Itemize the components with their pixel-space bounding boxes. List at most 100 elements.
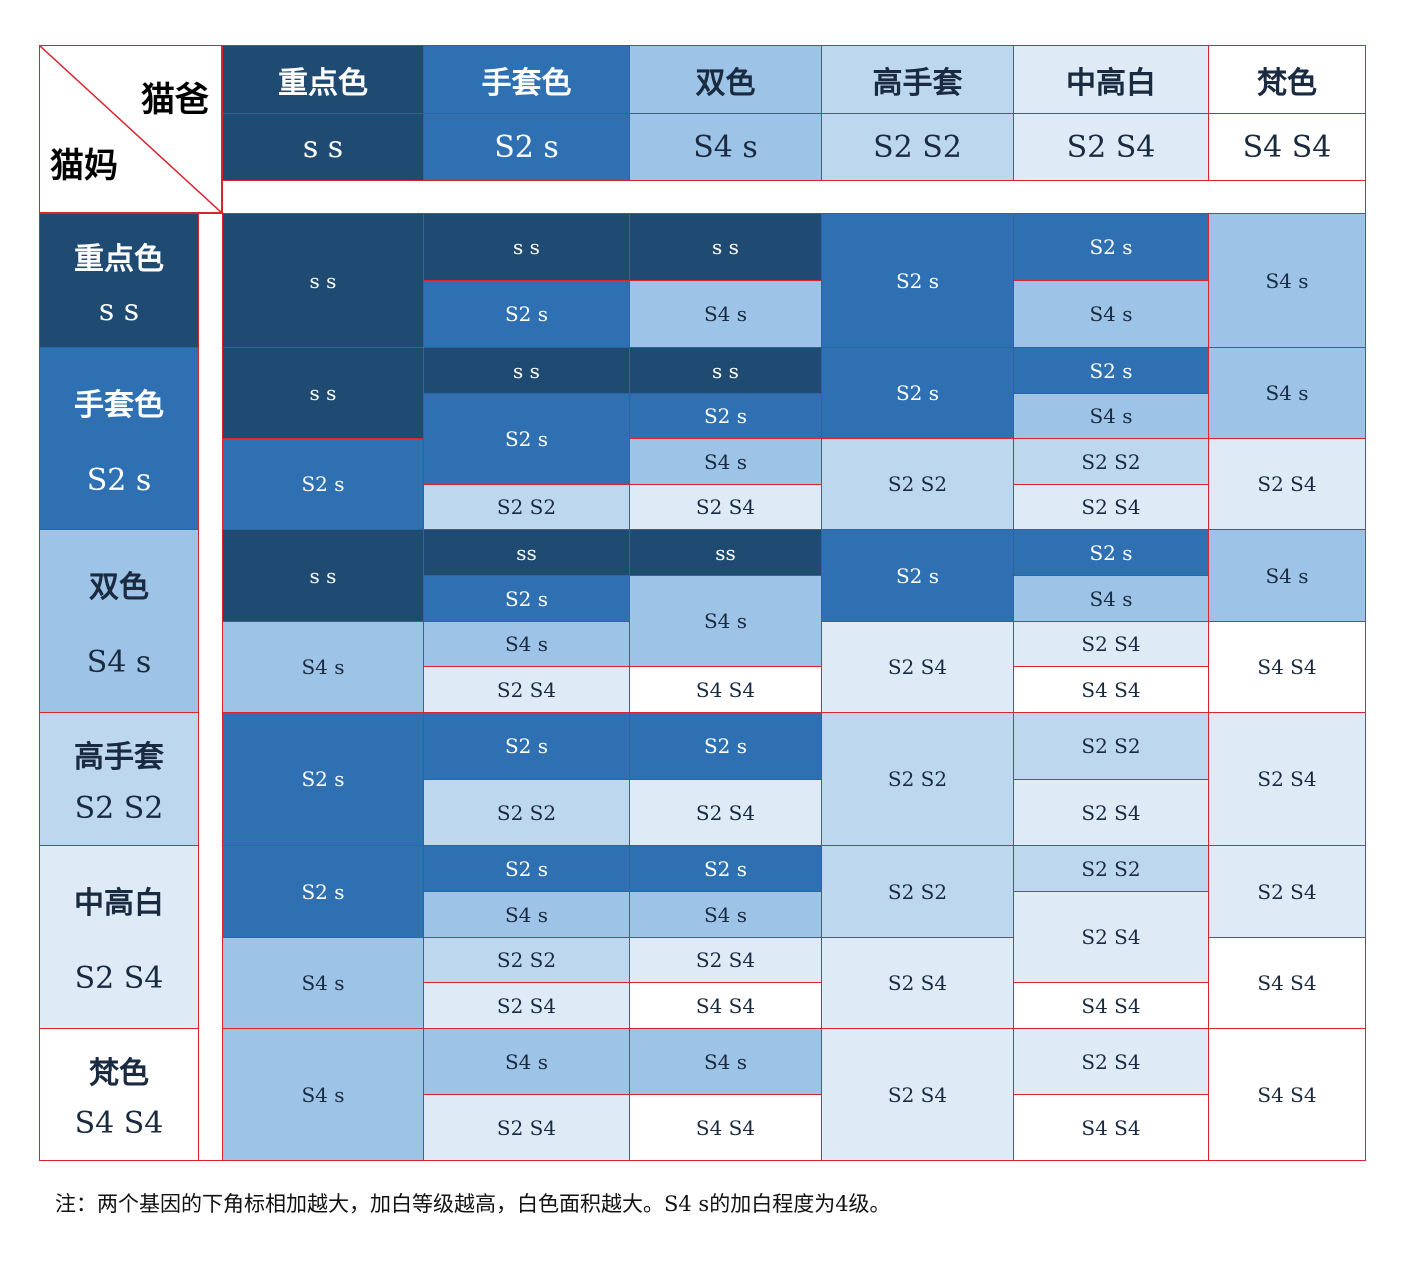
offspring-genotype: s s [309, 381, 337, 405]
mom-row-name: 双色 [89, 569, 149, 605]
mom-row-genotype: S2 s [86, 462, 152, 498]
offspring-genotype: S2 S4 [1257, 879, 1317, 904]
offspring-genotype: S2 S2 [1081, 856, 1141, 881]
offspring-cell: S4 S4 [629, 1094, 822, 1161]
offspring-cell: S4 s [1013, 575, 1209, 622]
offspring-genotype: S2 S4 [695, 948, 756, 972]
offspring-cell: ss [423, 529, 630, 576]
offspring-genotype: ss [715, 540, 736, 565]
offspring-cell: S2 S2 [423, 779, 630, 846]
offspring-cell: S2 S4 [1208, 438, 1366, 530]
offspring-genotype: S4 s [1089, 586, 1133, 611]
offspring-cell: S2 S4 [821, 1028, 1014, 1161]
offspring-cell: S2 S4 [1208, 712, 1366, 846]
dad-column-genotype: S2 s [423, 113, 630, 181]
offspring-cell: S2 S2 [423, 484, 630, 530]
offspring-cell: S2 s [1013, 529, 1209, 576]
offspring-genotype: S4 S4 [695, 993, 756, 1018]
offspring-genotype: S4 s [1265, 381, 1309, 405]
offspring-genotype: S2 S2 [1081, 449, 1141, 474]
offspring-genotype: S2 S2 [1081, 734, 1141, 758]
mom-row-header: 梵色 S4 S4 [39, 1028, 199, 1161]
offspring-genotype: S4 s [301, 1082, 345, 1107]
dad-column-genotype: S2 S4 [1013, 113, 1209, 181]
offspring-genotype: s s [712, 358, 739, 383]
offspring-genotype: S2 S4 [1081, 632, 1141, 656]
offspring-cell: s s [629, 347, 822, 394]
offspring-cell: S4 s [629, 891, 822, 938]
offspring-cell: S4 s [222, 937, 424, 1029]
offspring-cell: S2 s [222, 712, 424, 846]
offspring-genotype: S2 s [703, 734, 748, 758]
offspring-genotype: S4 S4 [1257, 1082, 1317, 1107]
mom-row-header: 重点色 s s [39, 213, 199, 348]
offspring-genotype: S2 S4 [1081, 1049, 1141, 1074]
offspring-cell: S4 S4 [1013, 666, 1209, 713]
mom-row-name: 梵色 [89, 1056, 149, 1091]
offspring-genotype: S2 S4 [887, 1082, 948, 1107]
offspring-genotype: S2 s [1089, 540, 1133, 565]
dad-column-genotype-text: S2 S2 [873, 129, 962, 165]
offspring-genotype: S2 s [504, 427, 549, 451]
offspring-cell: s s [222, 213, 424, 348]
offspring-genotype: S2 s [703, 856, 748, 881]
corner-header: 猫爸 猫妈 [39, 45, 223, 214]
offspring-genotype: s s [309, 563, 337, 588]
offspring-cell: S2 s [821, 529, 1014, 622]
dad-label: 猫爸 [141, 80, 209, 120]
offspring-cell: S4 S4 [629, 982, 822, 1029]
dad-column-genotype-text: S4 s [693, 129, 758, 165]
mom-row-header: 高手套 S2 S2 [39, 712, 199, 846]
offspring-cell: S2 S4 [1013, 621, 1209, 667]
offspring-genotype: S2 s [504, 734, 549, 758]
offspring-genotype: s s [309, 268, 337, 293]
offspring-genotype: S2 S4 [1081, 495, 1141, 519]
offspring-cell: S2 s [222, 845, 424, 938]
mom-row-genotype: S4 S4 [74, 1106, 164, 1141]
offspring-cell: S2 S4 [821, 937, 1014, 1029]
offspring-genotype: S4 s [703, 1049, 748, 1074]
offspring-cell: S2 s [423, 280, 630, 348]
offspring-cell: S2 S4 [629, 937, 822, 983]
offspring-genotype: S2 S2 [887, 879, 948, 904]
offspring-cell: S2 S2 [821, 712, 1014, 846]
offspring-cell: S4 s [629, 1028, 822, 1095]
offspring-cell: S2 s [423, 712, 630, 780]
offspring-cell: S4 S4 [1013, 982, 1209, 1029]
offspring-cell: S2 s [423, 393, 630, 485]
offspring-cell: S4 s [423, 891, 630, 938]
offspring-genotype: S2 S4 [1081, 925, 1141, 949]
offspring-genotype: S2 s [301, 472, 345, 496]
mom-label: 猫妈 [50, 146, 118, 186]
offspring-cell: S4 s [629, 575, 822, 667]
dad-column-name: 高手套 [821, 45, 1014, 114]
offspring-cell: ss [629, 529, 822, 576]
offspring-cell: S2 s [821, 347, 1014, 439]
offspring-genotype: S2 s [504, 302, 549, 326]
offspring-cell: S2 s [1013, 347, 1209, 394]
offspring-genotype: S2 S2 [496, 948, 557, 972]
offspring-cell: S4 s [222, 1028, 424, 1161]
offspring-cell: S4 s [1208, 529, 1366, 622]
dad-column-genotype-text: s s [302, 129, 344, 165]
dad-column-name-text: 重点色 [278, 65, 368, 101]
offspring-cell: S2 s [1013, 213, 1209, 281]
offspring-cell: S4 s [1013, 393, 1209, 439]
offspring-cell: S4 s [222, 621, 424, 713]
offspring-genotype: S4 s [301, 971, 345, 995]
offspring-cell: S2 s [423, 575, 630, 622]
offspring-cell: S2 S4 [1208, 845, 1366, 938]
mom-row-genotype: S4 s [86, 645, 152, 681]
offspring-genotype: S2 S2 [496, 495, 557, 519]
offspring-genotype: S2 S4 [1257, 767, 1317, 791]
offspring-cell: s s [423, 347, 630, 394]
offspring-genotype: S2 S4 [1257, 472, 1317, 496]
offspring-cell: S4 s [423, 621, 630, 667]
dad-column-name: 中高白 [1013, 45, 1209, 114]
dad-column-name: 手套色 [423, 45, 630, 114]
mom-row-genotype: S2 S2 [74, 790, 164, 826]
offspring-genotype: S4 s [703, 449, 748, 474]
offspring-genotype: S2 s [895, 381, 940, 405]
offspring-genotype: s s [513, 235, 540, 259]
